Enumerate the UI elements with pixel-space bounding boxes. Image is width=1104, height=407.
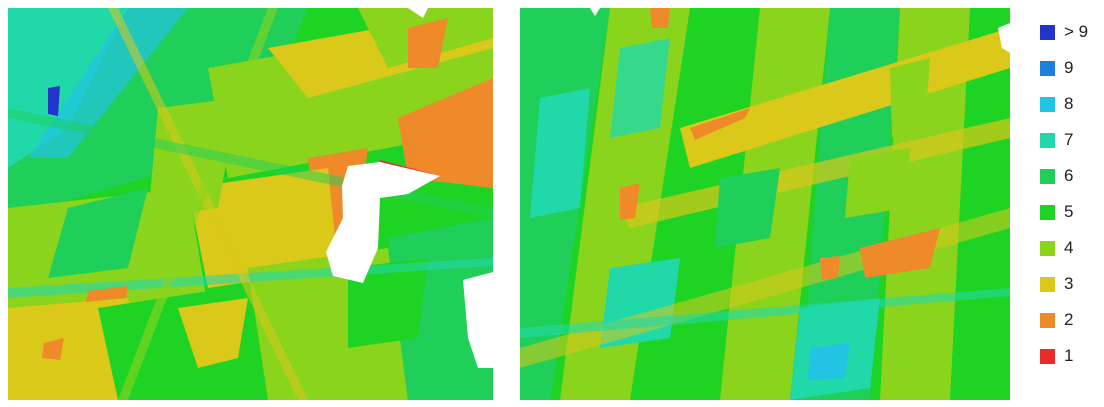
legend-item: 9	[1040, 58, 1073, 78]
legend-item: 4	[1040, 238, 1073, 258]
map-patch	[690, 108, 750, 140]
legend-swatch	[1040, 60, 1055, 76]
map-patch	[48, 188, 148, 278]
legend-label: 8	[1064, 94, 1074, 113]
legend-label: 2	[1064, 310, 1074, 329]
legend-swatch	[1040, 24, 1055, 40]
legend-swatch	[1040, 96, 1055, 112]
legend-swatch	[1040, 312, 1055, 328]
legend-label: 5	[1064, 202, 1074, 221]
legend-label: 1	[1064, 346, 1074, 365]
legend-item: 3	[1040, 274, 1073, 294]
legend-swatch	[1040, 132, 1055, 148]
map-patch	[398, 78, 493, 188]
map-patch	[650, 8, 670, 28]
map-patch	[178, 298, 248, 368]
legend-label: 3	[1064, 274, 1074, 293]
legend-item: 2	[1040, 310, 1073, 330]
legend-swatch	[1040, 240, 1055, 256]
map-strip	[108, 8, 308, 400]
map-patch	[845, 148, 910, 218]
map-patch	[42, 338, 64, 360]
map-patch	[408, 18, 448, 68]
legend-item: 1	[1040, 346, 1073, 366]
map-patch	[620, 118, 1010, 228]
map-patch	[715, 168, 780, 248]
map-patch	[960, 8, 1010, 400]
map-patch	[530, 88, 590, 218]
map-void	[408, 8, 428, 18]
map-patch	[86, 286, 128, 302]
map-patch	[820, 256, 840, 280]
map-strip	[8, 258, 493, 298]
map-patch	[860, 228, 940, 278]
map-patch	[348, 258, 428, 348]
legend-item: 6	[1040, 166, 1073, 186]
legend-label: 9	[1064, 58, 1074, 77]
map-strip	[118, 8, 278, 400]
legend-label: 6	[1064, 166, 1074, 185]
legend-swatch	[1040, 348, 1055, 364]
legend-swatch	[1040, 168, 1055, 184]
map-patch	[610, 38, 670, 138]
legend-item: > 9	[1040, 22, 1088, 42]
legend-label: 7	[1064, 130, 1074, 149]
map-patch	[620, 183, 640, 220]
map-patch	[48, 86, 60, 116]
map-patch	[188, 168, 338, 288]
map-void	[463, 272, 493, 368]
map-void	[998, 23, 1010, 53]
map-patch	[808, 343, 850, 380]
legend-label: 4	[1064, 238, 1074, 257]
legend-item: 7	[1040, 130, 1073, 150]
legend-label: > 9	[1064, 22, 1089, 41]
overlap-map-left-svg	[8, 8, 493, 400]
map-patch	[8, 8, 128, 168]
map-void	[590, 8, 600, 16]
legend-swatch	[1040, 204, 1055, 220]
map-strip	[520, 288, 1010, 338]
legend-item: 8	[1040, 94, 1073, 114]
legend-item: 5	[1040, 202, 1073, 222]
overlap-map-left	[8, 8, 493, 400]
legend-swatch	[1040, 276, 1055, 292]
overlap-map-right-svg	[520, 8, 1010, 400]
map-patch	[890, 58, 930, 138]
overlap-map-right	[520, 8, 1010, 400]
map-void	[326, 162, 440, 283]
